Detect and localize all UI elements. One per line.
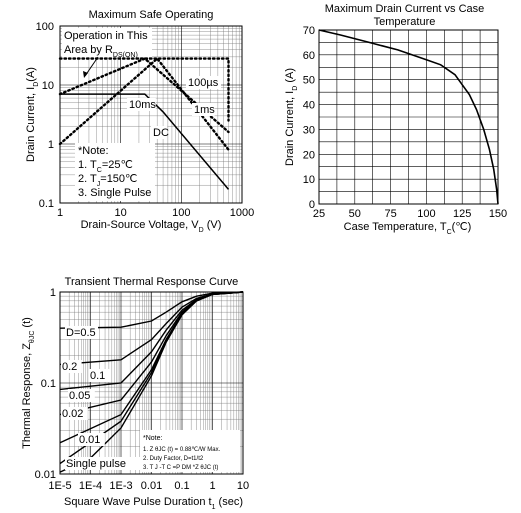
- thermal-note-line: 3. T J -T C =P DM *Z θJC (t): [143, 465, 218, 471]
- thermal-y-tick-label: 0.1: [41, 378, 56, 390]
- temp-x-tick-label: 125: [453, 208, 471, 220]
- thermal-y-axis-label: Thermal Response, ZθJC (t): [21, 317, 36, 449]
- soa-series-line: [58, 57, 230, 122]
- soa-operation-label: Operation in This: [64, 30, 148, 42]
- temp-x-axis-label: Case Temperature, TC(℃): [344, 221, 472, 236]
- soa-y-axis-label: Drain Current, ID(A): [25, 67, 40, 162]
- soa-series-label: DC: [153, 127, 169, 139]
- thermal-series-label: D=0.5: [66, 327, 96, 339]
- thermal-x-tick-label: 1E-3: [109, 480, 132, 492]
- soa-series-label: 1ms: [194, 104, 215, 116]
- soa-x-axis-label: Drain-Source Voltage, VD (V): [81, 219, 222, 234]
- thermal-x-tick-label: 1: [209, 480, 215, 492]
- thermal-x-axis-label: Square Wave Pulse Duration t1 (sec): [64, 496, 243, 511]
- thermal-y-tick-label: 1: [50, 287, 56, 299]
- soa-series-label: 10ms: [129, 99, 156, 111]
- thermal-series-label: 0.05: [69, 390, 90, 402]
- temp-y-axis-label: Drain Current, ID (A): [284, 68, 299, 166]
- soa-note-line: 1. TC=25℃: [78, 159, 133, 174]
- soa-operation-label: Area by RDS(ON): [64, 44, 138, 59]
- thermal-series-label-bg: [65, 326, 98, 339]
- temp-y-tick-label: 70: [303, 25, 315, 37]
- thermal-x-tick-label: 1E-4: [79, 480, 102, 492]
- soa-y-tick-label: 1: [48, 139, 54, 151]
- soa-x-tick-label: 100: [172, 207, 190, 219]
- thermal-plot-frame: [59, 291, 244, 475]
- thermal-note-line: 2. Duty Factor, D=t1/t2: [143, 456, 204, 462]
- soa-note-line: 3. Single Pulse: [78, 187, 151, 199]
- temp-x-tick-label: 150: [489, 208, 507, 220]
- soa-y-tick-label: 0.1: [39, 198, 54, 210]
- temp-x-tick-label: 75: [384, 208, 396, 220]
- soa-series-label-bg: [186, 76, 221, 89]
- soa-series-label: 100µs: [188, 77, 219, 89]
- thermal-series-label: 0.02: [62, 408, 83, 420]
- temp-y-tick-label: 60: [303, 50, 315, 62]
- soa-series-label-bg: [127, 98, 156, 111]
- soa-title: Maximum Safe Operating: [89, 9, 214, 21]
- thermal-note-bg: [140, 430, 240, 472]
- thermal-x-tick-label: 10: [237, 480, 249, 492]
- thermal-series-label-bg: [65, 457, 142, 470]
- thermal-series-label-bg: [78, 433, 105, 446]
- thermal-title: Transient Thermal Response Curve: [65, 276, 239, 288]
- soa-operation-arrowhead: [83, 71, 88, 78]
- temp-y-tick-label: 0: [309, 199, 315, 211]
- thermal-series-label: 0.1: [90, 370, 105, 382]
- thermal-chart: 1E-5 1E-4 1E-3 0.01 0.1 1 10 0.01 0.1 1 Transient …: [21, 276, 249, 511]
- temp-title: Temperature: [374, 16, 436, 28]
- soa-plot-frame: [59, 25, 243, 204]
- temp-series-line: [318, 29, 499, 205]
- thermal-x-tick-label: 1E-5: [48, 480, 71, 492]
- soa-series-label-bg: [192, 103, 215, 116]
- temp-x-tick-label: 50: [349, 208, 361, 220]
- thermal-series-label-bg: [68, 389, 95, 402]
- thermal-series-label: Single pulse: [66, 458, 126, 470]
- temp-x-tick-label: 25: [313, 208, 325, 220]
- soa-operation-label-bg: [62, 28, 152, 57]
- soa-x-tick-label: 1: [57, 207, 63, 219]
- thermal-note-title: *Note:: [143, 435, 163, 442]
- thermal-y-tick-label: 0.01: [35, 469, 56, 481]
- soa-note-line: 2. TJ=150℃: [78, 173, 137, 188]
- thermal-series-line: [59, 291, 244, 473]
- soa-series-label-bg: [151, 126, 168, 139]
- soa-x-tick-label: 1000: [230, 207, 254, 219]
- soa-x-tick-label: 10: [115, 207, 127, 219]
- thermal-series-label: 0.01: [79, 434, 100, 446]
- thermal-series-label: 0.2: [62, 361, 77, 373]
- temp-plot-frame: [318, 29, 499, 205]
- soa-y-tick-label: 10: [42, 80, 54, 92]
- soa-note-title: *Note:: [78, 145, 109, 157]
- soa-note-bg: [75, 143, 155, 201]
- temp-y-tick-label: 20: [303, 149, 315, 161]
- temp-title: Maximum Drain Current vs Case: [325, 3, 485, 15]
- thermal-x-tick-label: 0.01: [141, 480, 162, 492]
- thermal-x-tick-label: 0.1: [174, 480, 189, 492]
- temp-y-tick-label: 10: [303, 174, 315, 186]
- thermal-series-label-bg: [61, 407, 88, 420]
- temp-y-tick-label: 40: [303, 100, 315, 112]
- thermal-series-label-bg: [89, 369, 110, 382]
- soa-y-tick-label: 100: [36, 21, 54, 33]
- thermal-note-line: 1. Z θJC (t) = 0.88℃/W Max.: [143, 447, 221, 453]
- temp-y-tick-label: 30: [303, 124, 315, 136]
- temp-y-tick-label: 50: [303, 75, 315, 87]
- temp-x-tick-label: 100: [417, 208, 435, 220]
- thermal-series-label-bg: [61, 360, 82, 373]
- temp-chart: 25 50 75 100 125 150 0 10 20 30 40 50 60 70 Maximum Dr…: [284, 3, 507, 236]
- thermal-series-line: [59, 291, 244, 329]
